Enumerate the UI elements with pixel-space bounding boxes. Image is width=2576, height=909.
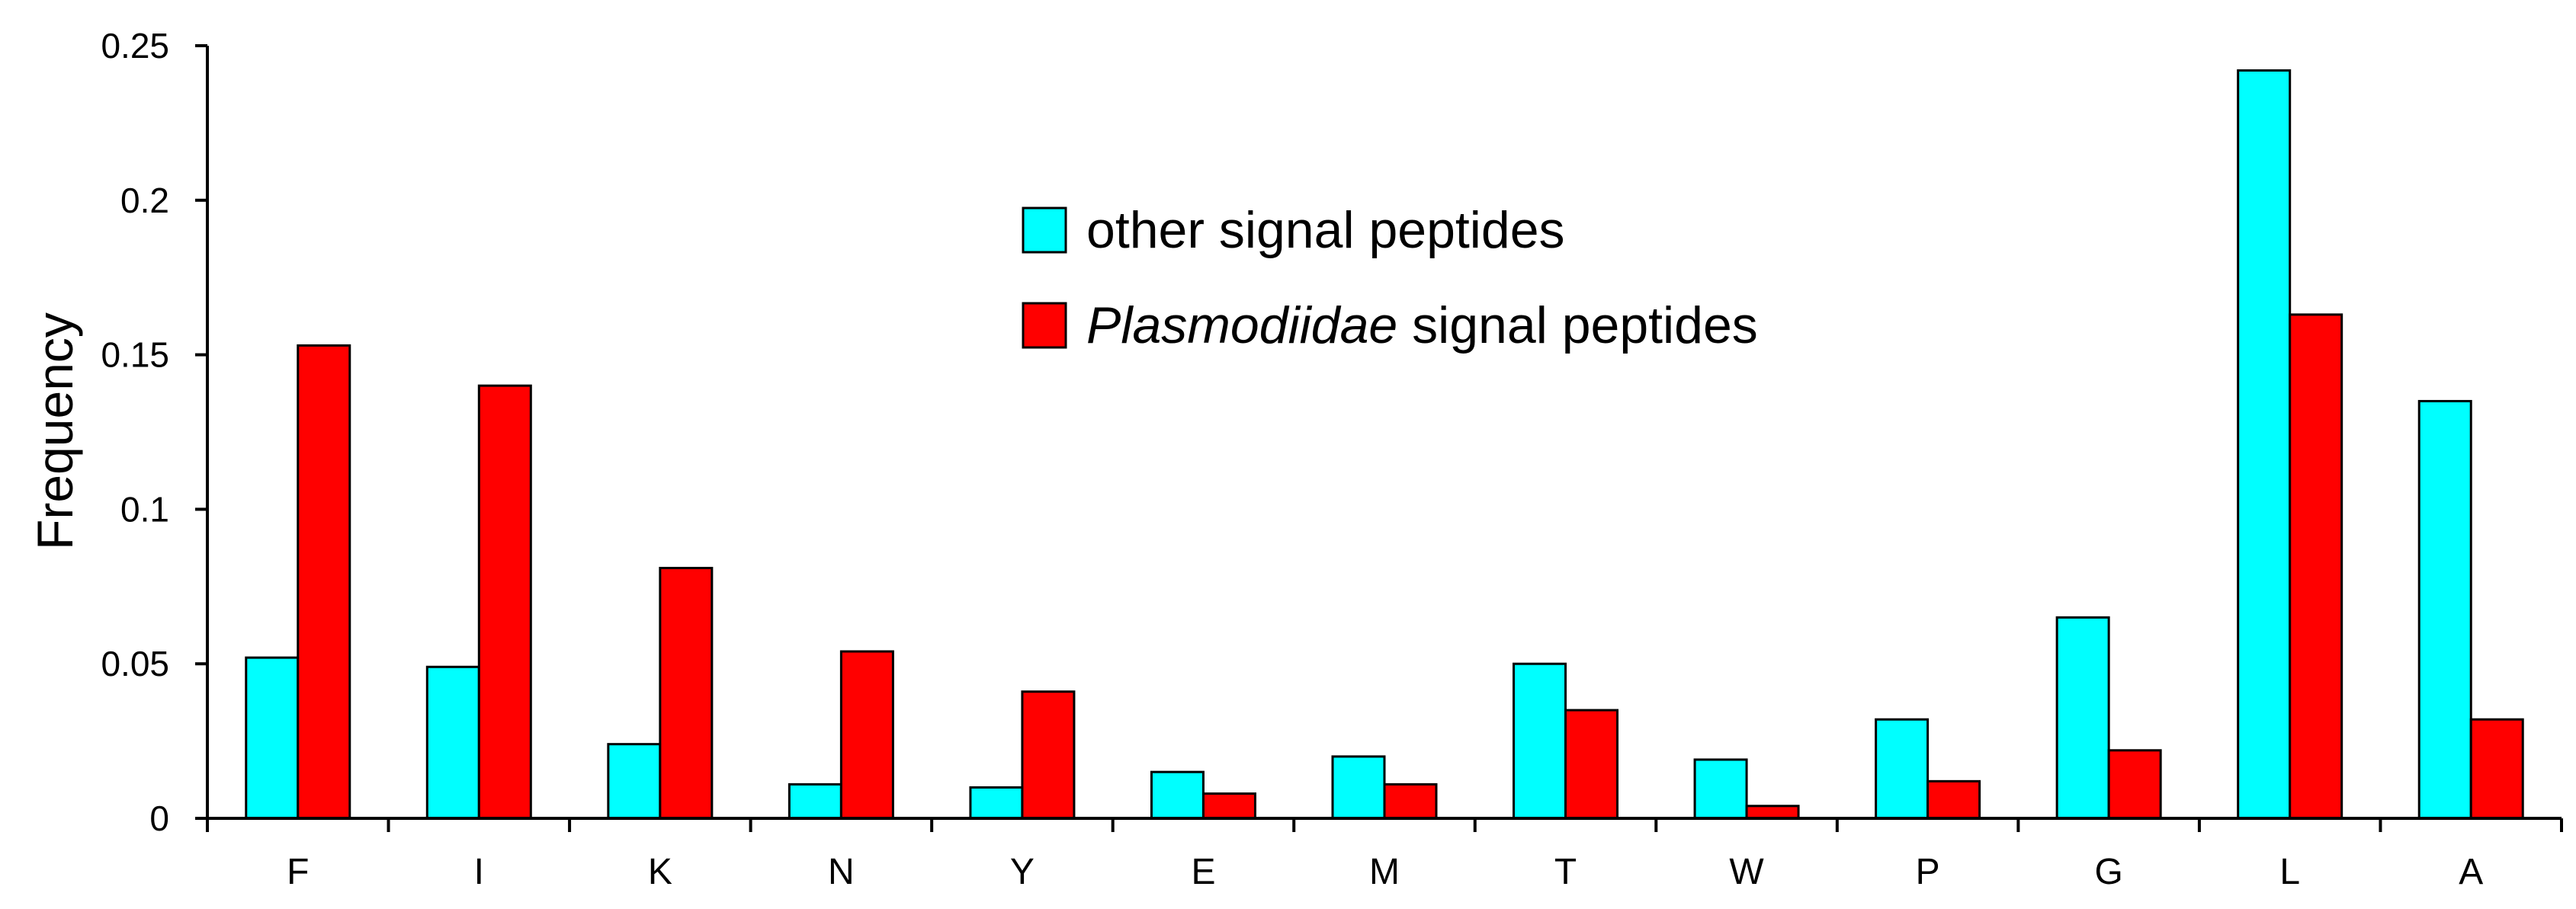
bar-other-E	[1150, 770, 1205, 820]
legend-swatch-plasmodiidae	[1022, 302, 1067, 349]
x-category-label-L: L	[2279, 852, 2300, 892]
y-tick-label: 0	[149, 799, 169, 838]
bar-other-T	[1513, 662, 1567, 820]
axes-group	[206, 46, 2562, 820]
bar-other-F	[245, 656, 300, 820]
bar-other-M	[1331, 755, 1386, 820]
x-category-label-Y: Y	[1010, 852, 1035, 892]
x-category-label-P: P	[1916, 852, 1940, 892]
legend-label-other: other signal peptides	[1086, 201, 1565, 259]
bar-plasmodiidae-M	[1383, 783, 1438, 820]
bar-other-G	[2055, 616, 2110, 820]
x-category-label-I: I	[474, 852, 484, 892]
bar-other-K	[607, 743, 662, 820]
x-category-label-F: F	[287, 852, 309, 892]
x-category-label-E: E	[1191, 852, 1215, 892]
bar-other-L	[2237, 69, 2292, 820]
bar-plasmodiidae-N	[839, 650, 894, 820]
x-category-label-T: T	[1554, 852, 1577, 892]
legend-label-plasmodiidae-italic: Plasmodiidae	[1086, 296, 1397, 354]
y-tick-label: 0.25	[101, 26, 169, 66]
x-category-label-M: M	[1369, 852, 1400, 892]
bar-other-I	[425, 665, 480, 820]
legend: other signal peptides Plasmodiidae signa…	[1022, 201, 1758, 354]
y-tick-label: 0.15	[101, 335, 169, 375]
bar-plasmodiidae-F	[297, 344, 351, 820]
x-category-label-G: G	[2094, 852, 2122, 892]
bar-plasmodiidae-L	[2289, 313, 2343, 820]
bar-plasmodiidae-I	[477, 384, 532, 820]
bar-plasmodiidae-K	[659, 566, 714, 820]
y-axis-title: Frequency	[27, 312, 83, 550]
bar-plasmodiidae-W	[1745, 805, 1800, 820]
legend-label-plasmodiidae-suffix: signal peptides	[1397, 296, 1758, 354]
bar-plasmodiidae-A	[2469, 718, 2524, 820]
legend-label-plasmodiidae: Plasmodiidae signal peptides	[1086, 296, 1758, 354]
bar-plasmodiidae-P	[1926, 779, 1981, 820]
legend-swatch-other	[1022, 206, 1067, 254]
y-tick-label: 0.2	[120, 181, 169, 220]
x-category-label-W: W	[1729, 852, 1764, 892]
y-tick-label: 0.1	[120, 489, 169, 529]
bar-other-P	[1875, 718, 1930, 820]
bars-group	[245, 69, 2524, 820]
bar-plasmodiidae-G	[2107, 749, 2162, 820]
y-tick-label: 0.05	[101, 644, 169, 683]
x-category-label-K: K	[648, 852, 672, 892]
bar-other-N	[788, 783, 842, 820]
bar-other-W	[1693, 758, 1748, 820]
bar-plasmodiidae-Y	[1021, 690, 1076, 820]
x-category-label-N: N	[828, 852, 855, 892]
bar-other-A	[2417, 399, 2472, 820]
bar-other-Y	[969, 786, 1024, 820]
y-ticks-group: 0 0.05 0.1 0.15 0.2 0.25	[101, 26, 207, 838]
bar-plasmodiidae-E	[1201, 792, 1256, 820]
x-category-label-A: A	[2459, 852, 2483, 892]
bar-plasmodiidae-T	[1564, 709, 1619, 820]
